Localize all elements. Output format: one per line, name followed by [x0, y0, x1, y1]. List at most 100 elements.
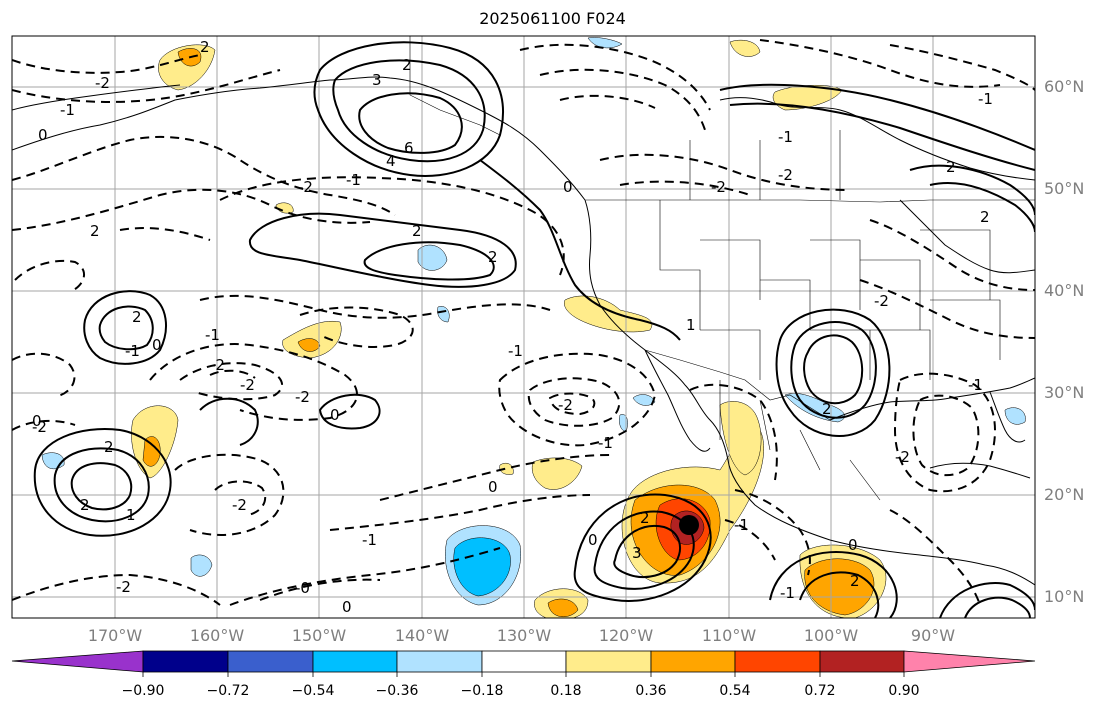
contour-label: 2	[980, 208, 990, 226]
solid-contours	[33, 41, 1035, 618]
contour-label: -1	[60, 101, 75, 119]
longitude-label: 100°W	[803, 626, 859, 645]
contour-label: 2	[412, 222, 422, 240]
map-panel: 2 -2 -1 0 3 6 4 2 -2 2 2 -1 0 2 -2 -1 2 …	[12, 36, 1035, 618]
contour-low-canada-3	[909, 164, 1035, 216]
dashed-ne-pac-ring-3	[299, 306, 414, 348]
contour-label: 3	[632, 544, 642, 562]
colorbar	[11, 650, 1036, 677]
colorbar-tick-label: −0.36	[375, 683, 419, 699]
colorbar-tick-label: 0.72	[804, 683, 836, 699]
dashed-subtrop-2	[329, 494, 591, 531]
shade-positive-mexico	[719, 401, 762, 476]
colorbar-tick-label: 0.36	[635, 683, 667, 699]
contour-label: -2	[295, 388, 310, 406]
contour-label: 4	[386, 152, 396, 170]
border-alaska-canada	[409, 36, 501, 136]
contour-label: -0	[295, 579, 310, 597]
contour-label: -1	[780, 584, 795, 602]
contour-label: -2	[210, 356, 225, 374]
border-mexico-states	[719, 380, 881, 501]
border-us-mexico	[644, 349, 831, 421]
colorbar-swatch	[650, 650, 736, 673]
contour-label: 3	[372, 71, 382, 89]
border-us-canada	[585, 199, 1035, 203]
contour-tc-inner	[613, 524, 681, 579]
contour-label: 0	[488, 478, 498, 496]
longitude-label: 120°W	[598, 626, 654, 645]
contour-low-hawaii-mid	[53, 447, 150, 523]
contour-label: -2	[232, 496, 247, 514]
contour-label: 0	[563, 178, 573, 196]
dashed-bering-2	[12, 188, 371, 231]
dashed-sub-low-2	[527, 377, 621, 427]
dashed-canada-2	[539, 68, 706, 131]
contour-label: -1	[778, 128, 793, 146]
contour-low-hawaii-inner	[70, 462, 133, 511]
coastline-baja	[644, 349, 711, 452]
dashed-east-1	[893, 372, 996, 493]
dashed-canada-5	[619, 180, 751, 196]
contour-cp-2	[199, 397, 259, 446]
contour-label: 1	[686, 316, 696, 334]
shade-negative-bahamas	[1004, 407, 1026, 425]
longitude-label: 90°W	[910, 626, 956, 645]
shade-negative-ak-north	[587, 37, 623, 49]
contour-midpac-zero	[318, 393, 381, 430]
dashed-sub-low-3	[548, 392, 596, 416]
longitude-label: 110°W	[701, 626, 757, 645]
contour-label: 2	[90, 222, 100, 240]
contour-label: -2	[298, 178, 313, 196]
contour-label: 0	[342, 598, 352, 616]
contour-low-w-pac-inner	[98, 305, 154, 351]
map-title: 2025061100 F024	[479, 9, 626, 28]
contour-low-ep-outer	[769, 551, 898, 618]
contour-label: -1	[508, 342, 523, 360]
contour-label: 2	[402, 56, 412, 74]
contour-low-ep-inner	[799, 571, 880, 618]
contour-label: -1	[346, 171, 361, 189]
contour-low-w-pac	[83, 290, 167, 365]
colorbar-swatch	[142, 650, 229, 673]
dashed-mex-2	[734, 489, 811, 576]
latitude-label: 40°N	[1044, 281, 1085, 300]
dashed-np-3	[209, 369, 256, 379]
coastline-cuba	[929, 462, 1031, 479]
coastline-aleutians	[12, 84, 181, 111]
coastline-west-coast	[584, 199, 1035, 586]
colorbar-tick-label: 0.18	[550, 683, 582, 699]
colorbar-tick-label: −0.18	[460, 683, 504, 699]
dashed-bering-1	[12, 135, 396, 216]
contour-label: 2	[946, 158, 956, 176]
latitude-label: 10°N	[1044, 587, 1085, 606]
contour-low-canada-4	[929, 181, 1035, 233]
contour-label: -2	[558, 396, 573, 414]
coastline-florida	[989, 391, 1026, 443]
contour-label: 0	[152, 336, 162, 354]
contour-lines	[12, 39, 1035, 618]
contour-label: 0	[38, 126, 48, 144]
longitude-label: 170°W	[87, 626, 143, 645]
contour-low-se-corner-2	[964, 596, 1031, 618]
dashed-west-2	[12, 352, 76, 397]
dashed-trop-east-1	[889, 509, 981, 606]
dashed-subtrop-1	[379, 454, 611, 501]
dashed-canada-4	[599, 153, 851, 191]
shade-orange-south	[547, 598, 579, 617]
contour-label: -1	[968, 376, 983, 394]
contour-label: 0	[32, 412, 42, 430]
storm-center-marker	[679, 515, 699, 535]
dashed-ne-1	[869, 219, 1035, 291]
contour-label: -2	[116, 578, 131, 596]
dashed-tropics-1	[12, 573, 221, 606]
contour-high-ne-pac-inner	[363, 241, 495, 281]
colorbar-tick-label: 0.90	[888, 683, 920, 699]
colorbar-swatch	[481, 650, 567, 673]
border-us-states	[659, 200, 1001, 380]
contour-label-group: 2 -2 -1 0 3 6 4 2 -2 2 2 -1 0 2 -2 -1 2 …	[32, 38, 993, 616]
latitude-label: 60°N	[1044, 77, 1085, 96]
coastline-east	[899, 199, 1035, 274]
shade-orange-eastern-pac	[804, 558, 875, 616]
shade-negative-baja-tip	[632, 394, 656, 406]
contour-label: -1	[598, 434, 613, 452]
